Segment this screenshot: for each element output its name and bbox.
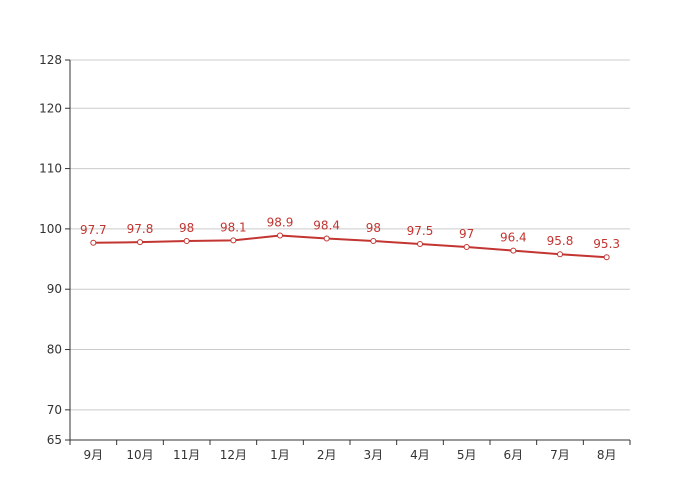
y-tick-label: 90 — [47, 282, 62, 296]
data-point[interactable] — [183, 237, 190, 244]
data-label: 97.8 — [127, 222, 154, 236]
data-label: 98.9 — [267, 216, 294, 230]
data-label: 95.8 — [547, 234, 574, 248]
y-axis-tick-labels: 65 70 80 90 100 110 120 128 — [39, 53, 62, 447]
data-label: 98.1 — [220, 220, 247, 234]
x-tick-label: 4月 — [410, 448, 430, 462]
data-point[interactable] — [370, 237, 377, 244]
x-tick-label: 6月 — [504, 448, 524, 462]
data-point[interactable] — [463, 243, 470, 250]
data-point[interactable] — [230, 237, 237, 244]
data-point[interactable] — [557, 251, 563, 258]
x-tick-label: 8月 — [597, 448, 617, 462]
y-tick-label: 128 — [39, 53, 62, 67]
data-point[interactable] — [510, 247, 517, 254]
data-point[interactable] — [603, 254, 610, 261]
data-label: 97.7 — [80, 223, 107, 237]
data-point[interactable] — [90, 239, 97, 246]
x-tick-label: 3月 — [364, 448, 384, 462]
data-point[interactable] — [277, 232, 283, 239]
x-axis-tick-labels: 9月 10月 11月 12月 1月 2月 3月 4月 5月 6月 7月 8月 — [84, 448, 617, 462]
x-tick-label: 10月 — [126, 448, 153, 462]
x-tick-label: 5月 — [457, 448, 477, 462]
data-label: 98 — [366, 221, 381, 235]
y-tick-label: 70 — [47, 403, 62, 417]
x-tick-label: 11月 — [173, 448, 200, 462]
data-point[interactable] — [323, 235, 330, 242]
x-tick-label: 1月 — [270, 448, 290, 462]
y-tick-label: 110 — [39, 162, 62, 176]
data-labels: 97.7 97.8 98 98.1 98.9 98.4 98 97.5 97 96.4 95.8 95… — [80, 216, 620, 252]
gridlines — [70, 59, 630, 411]
y-tick-label: 100 — [39, 222, 62, 236]
data-point[interactable] — [137, 239, 143, 246]
data-label: 97.5 — [407, 224, 434, 238]
y-tick-label: 65 — [47, 433, 62, 447]
data-label: 95.3 — [593, 237, 620, 251]
y-tick-label: 80 — [47, 343, 62, 357]
x-tick-label: 9月 — [84, 448, 104, 462]
data-label: 98.4 — [313, 219, 340, 233]
series-layer — [90, 232, 610, 261]
x-tick-label: 12月 — [220, 448, 247, 462]
series-line — [93, 234, 607, 259]
data-point[interactable] — [417, 240, 423, 247]
data-label: 98 — [179, 221, 194, 235]
data-label: 96.4 — [500, 231, 527, 245]
y-tick-label: 120 — [39, 101, 62, 115]
x-tick-label: 7月 — [550, 448, 570, 462]
x-tick-label: 2月 — [317, 448, 337, 462]
axes — [65, 59, 631, 445]
data-label: 97 — [459, 227, 474, 241]
